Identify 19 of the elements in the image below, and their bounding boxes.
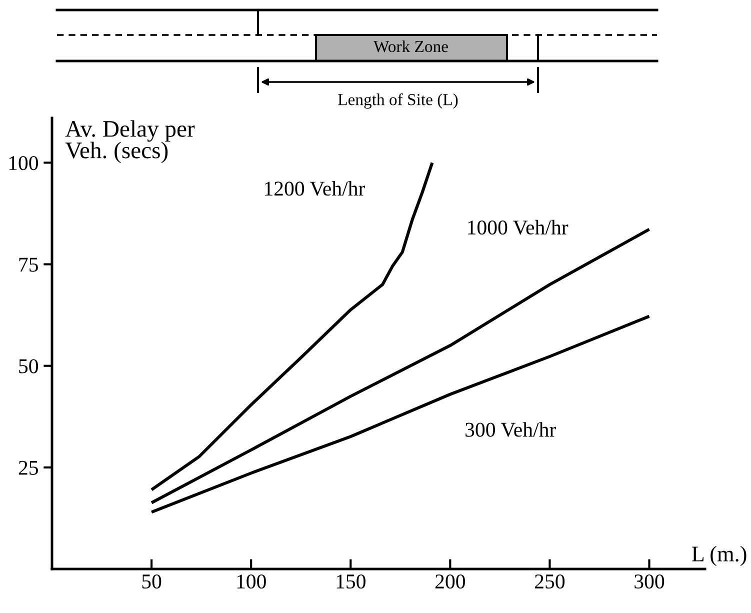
y-tick-label: 25 <box>18 460 38 475</box>
y-tick-label: 75 <box>19 258 38 272</box>
text: 1200 Veh/hr <box>265 181 366 196</box>
y-axis-title: Av. Delay per Veh. (secs) <box>65 120 195 164</box>
y-tick-label: 100 <box>9 156 38 170</box>
x-tick-label: 250 <box>535 574 565 589</box>
x-tick-label: 300 <box>634 574 664 589</box>
x-tick-label: 200 <box>435 574 465 589</box>
x-axis-title: L (m.) <box>692 546 746 566</box>
y-tick-label: 50 <box>19 359 38 374</box>
text: Length of Site (L) <box>338 93 458 109</box>
line-series <box>150 314 651 514</box>
series-label: 1000 Veh/hr <box>468 220 568 235</box>
x-tick-label: 150 <box>336 574 366 589</box>
x-tick-label: 50 <box>142 574 162 589</box>
x-tick-label: 100 <box>237 574 266 589</box>
line-series <box>150 161 434 492</box>
text: Work Zone <box>374 40 448 52</box>
series-label: 300 Veh/hr <box>466 422 556 437</box>
